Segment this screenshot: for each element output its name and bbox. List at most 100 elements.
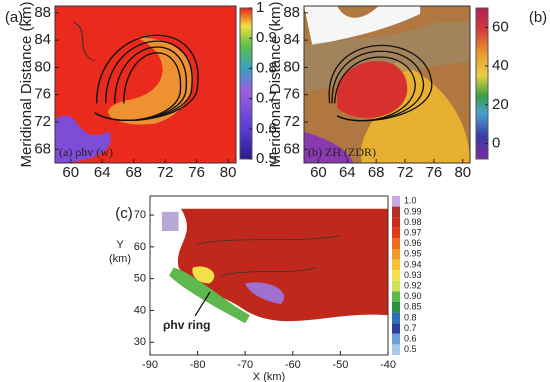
colorbar-tick-label: 60: [492, 18, 509, 35]
colorbar-cell: [392, 291, 400, 302]
panel-annotation: (b) ZH (ZDR): [308, 145, 376, 159]
colorbar-cell: [392, 312, 400, 324]
colorbar-cell: [392, 270, 400, 281]
colorbar-tick-label: 1.0: [404, 196, 417, 206]
x-tick-label: 72: [397, 164, 414, 181]
y-tick-label: 72: [34, 113, 51, 130]
colorbar-tick-label: 0.97: [404, 227, 422, 237]
colorbar: [239, 7, 253, 160]
y-axis-label: Meridional Distance (km): [18, 2, 35, 168]
y-tick-label: 84: [283, 31, 300, 48]
panel-label: (b): [529, 9, 547, 26]
field: [337, 60, 408, 118]
panel-annotation: ρhv ring: [163, 318, 210, 332]
x-tick-label: -90: [142, 359, 158, 371]
colorbar-cell: [392, 227, 400, 239]
y-tick-label: 50: [134, 273, 146, 285]
panel-annotation: (a) ρhv (w): [59, 145, 113, 159]
colorbar-tick-label: 0.93: [404, 270, 422, 280]
x-tick-label: -80: [190, 359, 206, 371]
y-tick-label: 80: [34, 58, 51, 75]
colorbar-cell: [392, 302, 400, 313]
field-map: [55, 6, 236, 163]
plot-frame: [149, 195, 389, 356]
colorbar-cell: [392, 249, 400, 260]
colorbar-tick-label: 0.85: [404, 302, 422, 312]
x-tick-label: 72: [157, 164, 174, 181]
x-tick-label: 68: [368, 164, 385, 181]
y-tick-label: 70: [134, 209, 146, 221]
colorbar-cell: [392, 344, 400, 355]
colorbar: [475, 7, 489, 160]
colorbar-tick-label: 0.92: [404, 280, 422, 290]
colorbar-tick-label: 0.98: [404, 217, 422, 227]
colorbar-cell: [392, 217, 400, 228]
field: [72, 21, 96, 62]
y-tick-label: 60: [134, 241, 146, 253]
annotation-arrow: [194, 291, 211, 317]
field: [169, 267, 250, 324]
colorbar-tick-label: 0.96: [404, 238, 422, 248]
y-tick-label: 84: [34, 31, 51, 48]
y-axis-label: (km): [109, 253, 131, 265]
y-tick-label: 68: [34, 140, 51, 157]
x-tick-label: 64: [339, 164, 356, 181]
colorbar-tick-label: 0.8: [256, 59, 277, 76]
colorbar-cell: [392, 259, 400, 271]
colorbar-cell: [392, 196, 400, 207]
field-map: [304, 6, 470, 163]
colorbar-tick-label: 0.7: [256, 90, 277, 107]
y-tick-label: 76: [283, 86, 300, 103]
contour: [328, 44, 433, 122]
x-tick-label: 60: [62, 164, 79, 181]
field: [304, 6, 421, 46]
x-tick-label: 60: [310, 164, 327, 181]
colorbar-tick-label: 0.8: [404, 312, 417, 322]
panel-label: (a): [5, 9, 23, 26]
x-axis-label: X (km): [253, 371, 285, 382]
colorbar-tick-label: 20: [492, 96, 509, 113]
colorbar-tick-label: 0.7: [404, 323, 417, 333]
field: [245, 282, 285, 305]
field: [304, 131, 354, 163]
x-tick-label: -50: [332, 359, 348, 371]
colorbar-tick-label: 0.95: [404, 249, 422, 259]
colorbar-tick-label: 0.5: [404, 344, 417, 354]
y-tick-label: 80: [283, 58, 300, 75]
colorbar-cell: [392, 333, 400, 345]
colorbar-tick-label: 0.6: [256, 120, 277, 137]
y-tick-label: 30: [134, 336, 146, 348]
field: [55, 115, 111, 163]
contour: [94, 34, 199, 122]
y-tick-label: 88: [34, 4, 51, 21]
y-axis-label: Meridional Distance (km): [267, 2, 284, 168]
y-axis-label: Y: [116, 239, 124, 251]
y-tick-label: 68: [283, 140, 300, 157]
colorbar-tick-label: 0.90: [404, 291, 422, 301]
colorbar-tick-label: 0.9: [256, 29, 277, 46]
colorbar-tick-label: 0.99: [404, 206, 422, 216]
x-tick-label: 68: [125, 164, 142, 181]
plot-frame: [303, 5, 471, 164]
x-tick-label: 80: [454, 164, 471, 181]
colorbar-tick-label: 0: [492, 134, 500, 151]
x-tick-label: -60: [285, 359, 301, 371]
plot-frame: [54, 5, 237, 164]
x-tick-label: -40: [380, 359, 396, 371]
field: [192, 266, 215, 284]
x-tick-label: 76: [188, 164, 205, 181]
field-map: [161, 208, 388, 324]
panel-label: (c): [115, 205, 133, 222]
x-tick-label: 80: [220, 164, 237, 181]
x-tick-label: 76: [426, 164, 443, 181]
colorbar-tick-label: 0.5: [256, 150, 277, 167]
y-tick-label: 76: [34, 86, 51, 103]
y-tick-label: 72: [283, 113, 300, 130]
contour: [197, 235, 341, 276]
x-tick-label: -70: [237, 359, 253, 371]
colorbar-tick-label: 0.94: [404, 259, 422, 269]
y-tick-label: 40: [134, 304, 146, 316]
colorbar-cell: [392, 206, 400, 218]
field: [177, 208, 388, 322]
colorbar-tick-label: 40: [492, 57, 509, 74]
